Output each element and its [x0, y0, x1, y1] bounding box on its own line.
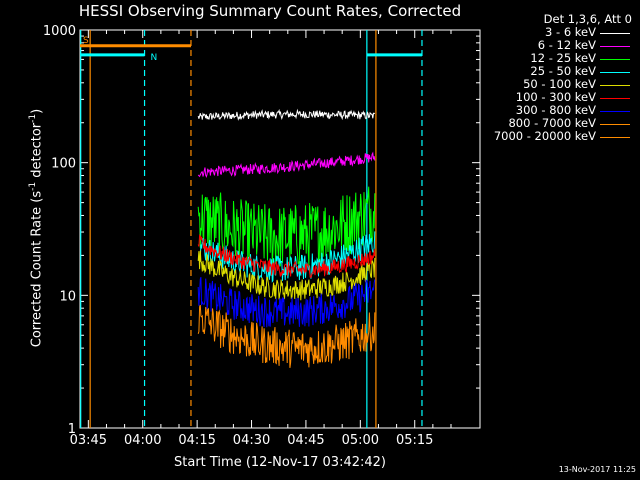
legend-entry: 300 - 800 keV — [474, 104, 634, 117]
legend-label: 7000 - 20000 keV — [493, 129, 596, 143]
y-axis-label-end: ) — [29, 108, 45, 114]
y-axis-label-exponent-2: -1 — [28, 113, 38, 123]
legend-entry: 25 - 50 keV — [474, 65, 634, 78]
series-line — [197, 151, 376, 178]
legend-swatch — [600, 137, 630, 138]
legend-label: 6 - 12 keV — [537, 38, 596, 52]
x-axis-label: Start Time (12-Nov-17 03:42:42) — [174, 455, 386, 470]
series-layer — [197, 108, 376, 368]
x-tick-label: 04:45 — [287, 433, 324, 448]
legend-entry: 6 - 12 keV — [474, 39, 634, 52]
series-line — [197, 276, 376, 328]
legend-entry: 7000 - 20000 keV — [474, 130, 634, 143]
generated-timestamp: 13-Nov-2017 11:25 — [558, 465, 636, 474]
legend-label: 25 - 50 keV — [530, 64, 596, 78]
legend-entry: 800 - 7000 keV — [474, 117, 634, 130]
y-axis-label: Corrected Count Rate (s-1 detector-1) — [28, 78, 44, 378]
legend-swatch — [600, 59, 630, 60]
legend-label: 50 - 100 keV — [523, 77, 596, 91]
chart-title: HESSI Observing Summary Count Rates, Cor… — [78, 2, 462, 20]
legend-label: 800 - 7000 keV — [508, 116, 596, 130]
x-tick-label: 04:00 — [124, 433, 161, 448]
y-axis-label-exponent-1: -1 — [28, 181, 38, 191]
legend-entry: 50 - 100 keV — [474, 78, 634, 91]
y-tick-label: 1000 — [43, 24, 76, 39]
y-tick-label: 100 — [51, 157, 76, 172]
annotation-layer: SN — [80, 30, 423, 428]
legend-swatch — [600, 111, 630, 112]
flag-label: N — [151, 53, 158, 63]
y-axis-label-main: Corrected Count Rate (s — [29, 190, 45, 348]
legend-label: 100 - 300 keV — [515, 90, 596, 104]
chart-legend: Det 1,3,6, Att 0 3 - 6 keV 6 - 12 keV 12 -… — [474, 13, 634, 143]
legend-swatch — [600, 33, 630, 34]
legend-label: 300 - 800 keV — [515, 103, 596, 117]
y-axis-label-mid: detector — [29, 122, 45, 182]
series-line — [197, 304, 376, 368]
y-tick-label: 10 — [59, 289, 76, 304]
legend-label: 12 - 25 keV — [530, 51, 596, 65]
legend-header: Det 1,3,6, Att 0 — [543, 12, 632, 26]
legend-swatch — [600, 98, 630, 99]
legend-entry: 100 - 300 keV — [474, 91, 634, 104]
series-line — [197, 186, 376, 267]
series-line — [197, 108, 376, 121]
legend-swatch — [600, 85, 630, 86]
x-tick-label: 05:00 — [342, 433, 379, 448]
legend-label: 3 - 6 keV — [545, 25, 596, 39]
legend-swatch — [600, 124, 630, 125]
x-tick-label: 03:45 — [70, 433, 107, 448]
plot-frame — [79, 29, 481, 429]
legend-swatch — [600, 46, 630, 47]
y-tick-label: 1 — [68, 422, 76, 437]
series-line — [197, 250, 376, 301]
legend-entry: 12 - 25 keV — [474, 52, 634, 65]
x-tick-label: 04:30 — [233, 433, 270, 448]
legend-entry: 3 - 6 keV — [474, 26, 634, 39]
x-tick-label: 05:15 — [396, 433, 433, 448]
x-tick-label: 04:15 — [178, 433, 215, 448]
legend-swatch — [600, 72, 630, 73]
flag-label: S — [83, 36, 89, 46]
series-line — [197, 234, 376, 279]
axis-ticks: 03:45 04:00 04:15 04:30 04:45 05:00 05:15 1 10 10… — [43, 24, 480, 448]
